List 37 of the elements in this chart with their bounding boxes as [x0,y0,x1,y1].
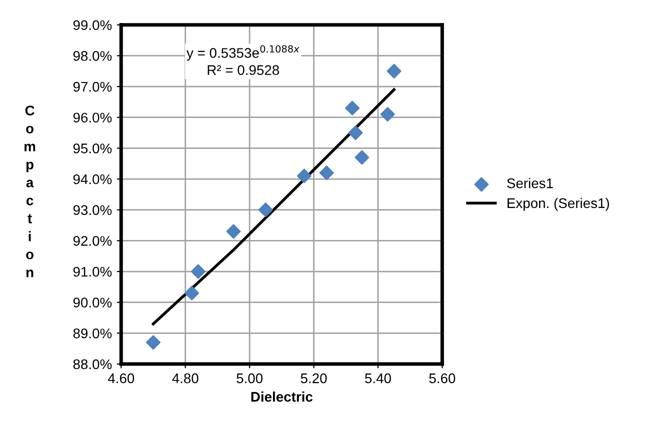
annotation: y = 0.5353e$^{0.1088x}$ [186,45,300,61]
annotation: R² = 0.9528 [208,65,280,75]
y-tick-label: 99.0% [73,20,112,30]
y-tick-label: 89.0% [73,328,112,338]
point [146,335,161,350]
point [386,64,402,78]
x-tick-label: 5.40 [365,373,391,384]
point [258,202,273,218]
x-tick-label: 4.80 [172,373,198,384]
y-tick-label: 98.0% [73,51,112,61]
y-tick-label: 90.0% [73,298,112,308]
y-tick-label: 88.0% [73,359,112,370]
line-series [152,88,396,326]
y-tick-label: 91.0% [73,266,112,277]
point [348,125,363,140]
x-tick-label: 5.20 [300,373,327,384]
y-tick-label: 94.0% [73,174,112,184]
legend-label: Expon. (Series1) [508,198,610,211]
point [184,286,200,300]
y-tick-label: 95.0% [73,144,112,154]
point [190,264,206,279]
legend-label: Series1 [507,178,553,188]
point [380,106,395,122]
x-axis-title: Dielectric [251,392,313,402]
x-tick-label: 5.60 [429,373,456,384]
y-tick-label: 97.0% [73,82,112,92]
text: Compaction [24,106,36,278]
y-tick-label: 92.0% [73,236,112,246]
x-tick-label: 4.60 [108,373,134,384]
point [296,168,312,184]
point [319,166,334,180]
point [226,224,241,239]
point [354,150,370,165]
x-tick-label: 5.00 [236,373,263,384]
y-tick-label: 93.0% [73,205,112,216]
y-tick-label: 96.0% [73,112,112,123]
point [345,100,360,116]
